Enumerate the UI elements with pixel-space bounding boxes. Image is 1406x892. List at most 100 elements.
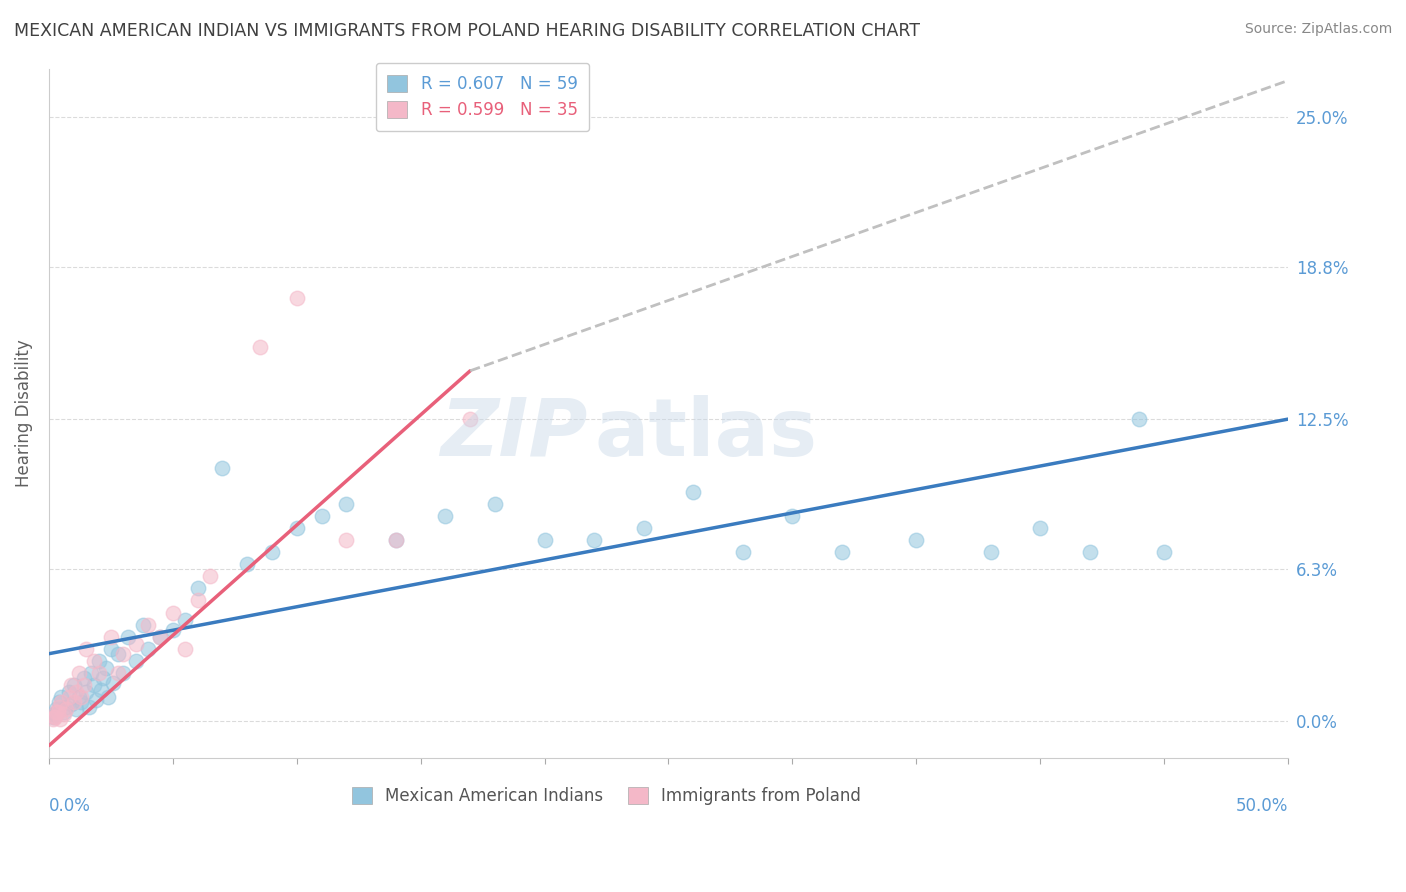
Point bbox=[94, 661, 117, 675]
Point bbox=[45, 705, 67, 719]
Point bbox=[80, 666, 103, 681]
Point bbox=[149, 630, 172, 644]
Point bbox=[682, 484, 704, 499]
Point bbox=[285, 291, 308, 305]
Point bbox=[84, 692, 107, 706]
Legend: Mexican American Indians, Immigrants from Poland: Mexican American Indians, Immigrants fro… bbox=[344, 780, 868, 812]
Point bbox=[62, 695, 84, 709]
Point bbox=[132, 617, 155, 632]
Point bbox=[198, 569, 221, 583]
Point bbox=[51, 695, 73, 709]
Point bbox=[55, 699, 77, 714]
Point bbox=[49, 712, 72, 726]
Point bbox=[162, 623, 184, 637]
Point bbox=[236, 558, 259, 572]
Point bbox=[782, 508, 804, 523]
Point bbox=[48, 699, 70, 714]
Point bbox=[93, 671, 115, 685]
Point bbox=[125, 637, 148, 651]
Point bbox=[87, 666, 110, 681]
Point bbox=[136, 617, 159, 632]
Point bbox=[107, 647, 129, 661]
Point bbox=[42, 709, 65, 723]
Point bbox=[83, 654, 105, 668]
Point bbox=[385, 533, 408, 547]
Point bbox=[75, 641, 97, 656]
Point bbox=[73, 678, 96, 692]
Point bbox=[260, 545, 283, 559]
Point bbox=[125, 654, 148, 668]
Text: 50.0%: 50.0% bbox=[1236, 797, 1288, 814]
Point bbox=[187, 593, 209, 607]
Point bbox=[1029, 521, 1052, 535]
Point bbox=[107, 666, 129, 681]
Text: ZIP: ZIP bbox=[440, 395, 588, 473]
Point bbox=[1078, 545, 1101, 559]
Point bbox=[633, 521, 655, 535]
Point bbox=[149, 630, 172, 644]
Text: atlas: atlas bbox=[595, 395, 817, 473]
Point bbox=[112, 647, 135, 661]
Text: 0.0%: 0.0% bbox=[49, 797, 91, 814]
Point bbox=[67, 666, 90, 681]
Point bbox=[731, 545, 754, 559]
Point bbox=[83, 678, 105, 692]
Point bbox=[117, 630, 139, 644]
Point bbox=[87, 654, 110, 668]
Point bbox=[980, 545, 1002, 559]
Point bbox=[44, 707, 66, 722]
Point bbox=[46, 705, 69, 719]
Point bbox=[58, 690, 80, 705]
Point bbox=[583, 533, 606, 547]
Point bbox=[174, 613, 197, 627]
Point bbox=[100, 630, 122, 644]
Point bbox=[97, 690, 120, 705]
Point bbox=[1153, 545, 1175, 559]
Point bbox=[65, 702, 87, 716]
Point bbox=[58, 685, 80, 699]
Text: Source: ZipAtlas.com: Source: ZipAtlas.com bbox=[1244, 22, 1392, 37]
Point bbox=[311, 508, 333, 523]
Point bbox=[55, 702, 77, 716]
Point bbox=[77, 699, 100, 714]
Point bbox=[285, 521, 308, 535]
Point bbox=[458, 412, 481, 426]
Point bbox=[48, 695, 70, 709]
Point bbox=[211, 460, 233, 475]
Point bbox=[60, 698, 83, 712]
Point bbox=[162, 606, 184, 620]
Point bbox=[70, 690, 93, 705]
Point bbox=[385, 533, 408, 547]
Point bbox=[1128, 412, 1150, 426]
Point bbox=[42, 707, 65, 722]
Point bbox=[51, 690, 73, 705]
Point bbox=[90, 683, 112, 698]
Y-axis label: Hearing Disability: Hearing Disability bbox=[15, 339, 32, 487]
Point bbox=[41, 709, 63, 723]
Point bbox=[112, 666, 135, 681]
Point bbox=[67, 690, 90, 705]
Point bbox=[45, 702, 67, 716]
Point bbox=[70, 695, 93, 709]
Point bbox=[174, 641, 197, 656]
Point bbox=[100, 641, 122, 656]
Point bbox=[65, 685, 87, 699]
Point bbox=[335, 497, 357, 511]
Point bbox=[62, 678, 84, 692]
Point bbox=[136, 641, 159, 656]
Point bbox=[44, 709, 66, 723]
Point bbox=[52, 705, 75, 719]
Point bbox=[52, 707, 75, 722]
Point bbox=[249, 340, 271, 354]
Point bbox=[484, 497, 506, 511]
Point bbox=[533, 533, 555, 547]
Point bbox=[73, 671, 96, 685]
Point bbox=[103, 675, 125, 690]
Point bbox=[41, 712, 63, 726]
Point bbox=[905, 533, 928, 547]
Point bbox=[831, 545, 853, 559]
Point bbox=[434, 508, 457, 523]
Point bbox=[187, 582, 209, 596]
Point bbox=[60, 678, 83, 692]
Point bbox=[75, 685, 97, 699]
